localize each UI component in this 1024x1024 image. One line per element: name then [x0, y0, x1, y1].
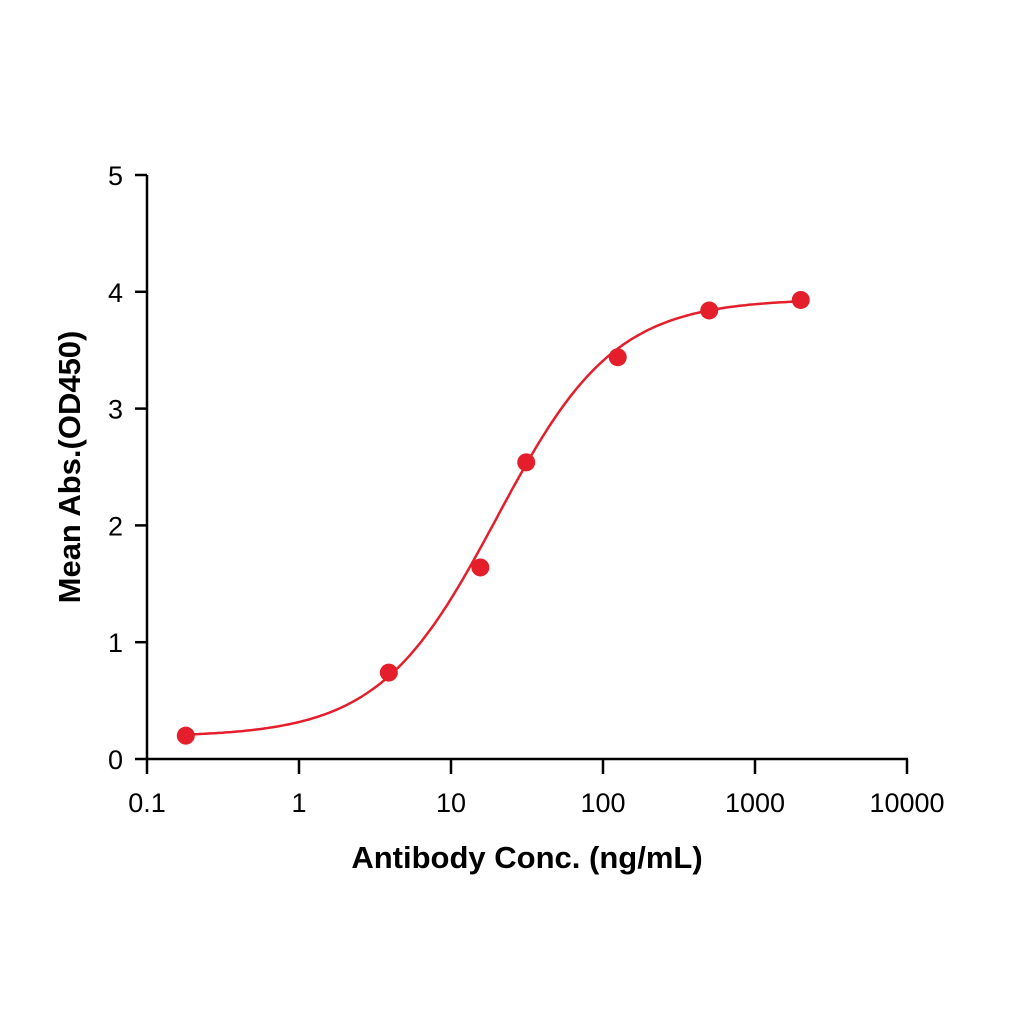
- y-tick-label: 4: [108, 278, 123, 308]
- data-point: [608, 348, 627, 367]
- x-tick-label: 1: [291, 788, 306, 818]
- fit-curve: [185, 300, 801, 736]
- data-point: [176, 726, 195, 745]
- x-tick-label: 0.1: [128, 788, 166, 818]
- y-tick-label: 5: [108, 161, 123, 191]
- x-tick-label: 10000: [869, 788, 944, 818]
- data-point: [379, 663, 398, 682]
- y-tick-label: 3: [108, 395, 123, 425]
- x-tick-label: 100: [580, 788, 625, 818]
- x-tick-label: 1000: [725, 788, 785, 818]
- data-point: [791, 290, 810, 309]
- y-axis-title: Mean Abs.(OD450): [52, 331, 87, 604]
- y-tick-label: 1: [108, 628, 123, 658]
- x-tick-label: 10: [436, 788, 466, 818]
- data-point: [700, 301, 719, 320]
- data-point: [471, 558, 490, 577]
- data-point: [517, 453, 536, 472]
- y-tick-label: 0: [108, 745, 123, 775]
- x-axis-title: Antibody Conc. (ng/mL): [351, 840, 702, 875]
- y-tick-label: 2: [108, 511, 123, 541]
